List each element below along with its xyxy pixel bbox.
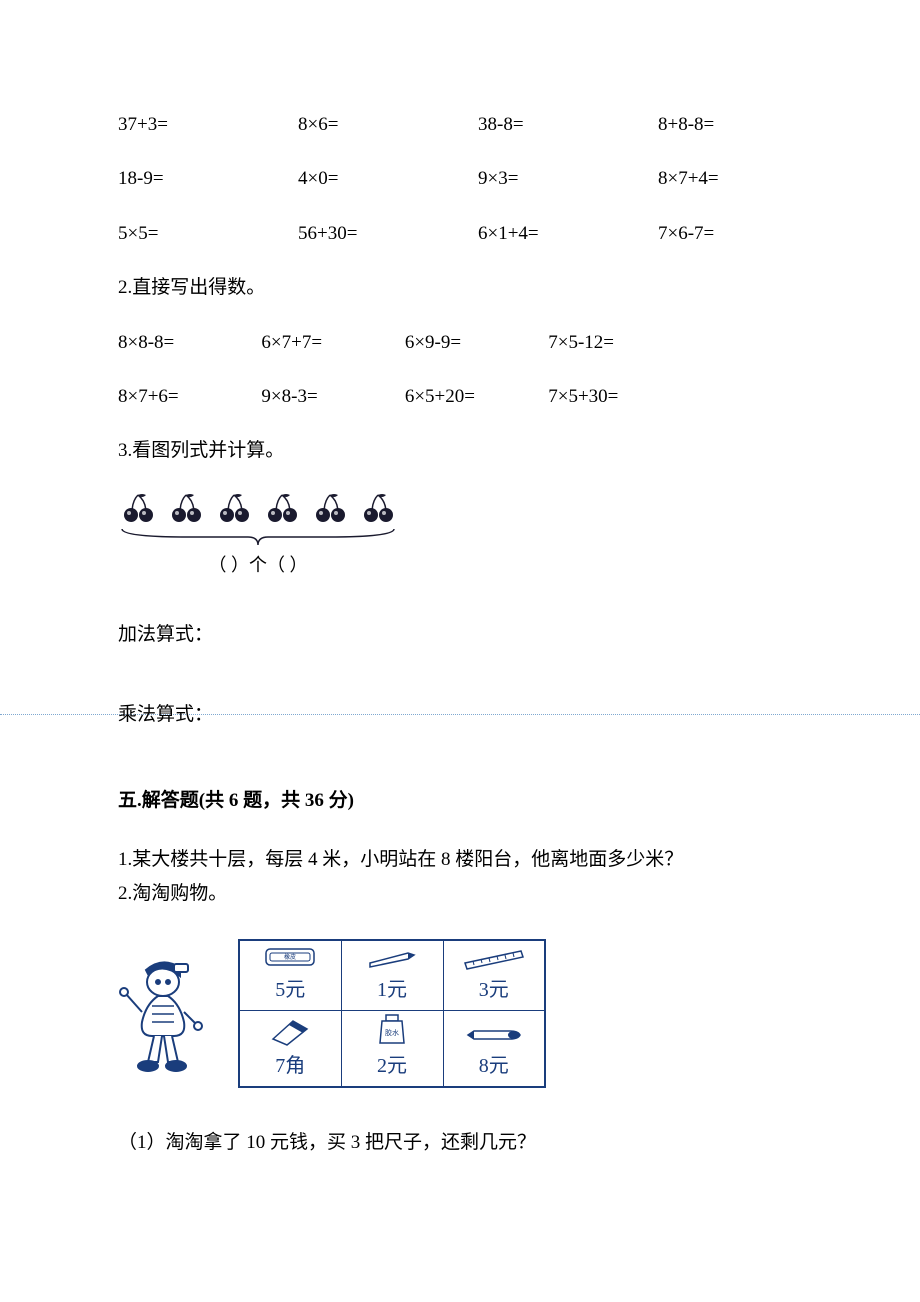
table-cell: 8元 [443, 1010, 545, 1087]
price: 2元 [377, 1055, 407, 1077]
math-expr: 5×5= [118, 219, 298, 249]
math-expr: 6×5+20= [405, 382, 548, 412]
math-expr: 8×8-8= [118, 328, 261, 358]
math-expr: 4×0= [298, 164, 478, 194]
math-expr: 8×7+4= [658, 164, 802, 194]
cherry-group-icon [118, 491, 160, 525]
arithmetic-grid-1: 5×5= 56+30= 6×1+4= 7×6-7= [118, 219, 802, 249]
s5-q2: 2.淘淘购物。 [118, 879, 802, 909]
svg-text:橡皮: 橡皮 [284, 953, 296, 961]
math-expr: 6×9-9= [405, 328, 548, 358]
pen-icon [462, 1019, 526, 1047]
svg-text:胶水: 胶水 [385, 1028, 399, 1037]
math-expr: 37+3= [118, 110, 298, 140]
table-cell: 7角 [239, 1010, 341, 1087]
price: 1元 [377, 979, 407, 1001]
section-5-heading: 五.解答题(共 6 题，共 36 分) [118, 786, 802, 816]
cherry-figure: （ ）个（ ） [118, 491, 802, 580]
cherry-row [118, 491, 802, 525]
eraser-icon [265, 1015, 315, 1047]
s5-q2-sub1: （1）淘淘拿了 10 元钱，买 3 把尺子，还剩几元？ [118, 1128, 802, 1158]
table-cell: 1元 [341, 940, 443, 1010]
math-expr: 8+8-8= [658, 110, 802, 140]
cherry-group-icon [358, 491, 400, 525]
table-cell: 胶水 2元 [341, 1010, 443, 1087]
bracket-label: （ ）个（ ） [118, 551, 398, 580]
price: 3元 [479, 979, 509, 1001]
math-expr: 9×3= [478, 164, 658, 194]
kid-icon [118, 954, 218, 1074]
math-expr: 18-9= [118, 164, 298, 194]
price: 8元 [479, 1055, 509, 1077]
q3-heading: 3.看图列式并计算。 [118, 436, 802, 466]
math-expr: 7×5+30= [548, 382, 691, 412]
cherry-group-icon [310, 491, 352, 525]
q2-heading: 2.直接写出得数。 [118, 273, 802, 303]
dotted-section: 乘法算式： [118, 700, 802, 730]
ruler-icon [459, 943, 529, 971]
table-cell: 3元 [443, 940, 545, 1010]
addition-label: 加法算式： [118, 620, 802, 650]
math-expr: 56+30= [298, 219, 478, 249]
price: 7角 [275, 1055, 305, 1077]
math-expr: 38-8= [478, 110, 658, 140]
bracket [118, 527, 398, 549]
math-expr: 8×7+6= [118, 382, 261, 412]
cherry-group-icon [262, 491, 304, 525]
pencil-icon [362, 943, 422, 971]
math-expr: 6×1+4= [478, 219, 658, 249]
s5-q1: 1.某大楼共十层，每层 4 米，小明站在 8 楼阳台，他离地面多少米？ [118, 845, 802, 875]
price: 5元 [275, 979, 305, 1001]
arithmetic-grid-2: 8×8-8= 6×7+7= 6×9-9= 7×5-12= [118, 328, 802, 358]
arithmetic-grid-2: 8×7+6= 9×8-3= 6×5+20= 7×5+30= [118, 382, 802, 412]
arithmetic-grid-1: 37+3= 8×6= 38-8= 8+8-8= [118, 110, 802, 140]
table-cell: 橡皮 5元 [239, 940, 341, 1010]
price-table: 橡皮 5元 1元 [238, 939, 546, 1088]
arithmetic-grid-1: 18-9= 4×0= 9×3= 8×7+4= [118, 164, 802, 194]
bracket-icon [118, 527, 398, 549]
math-expr: 8×6= [298, 110, 478, 140]
eraser-box-icon: 橡皮 [260, 943, 320, 971]
cherry-group-icon [166, 491, 208, 525]
glue-icon: 胶水 [372, 1011, 412, 1047]
math-expr: 9×8-3= [261, 382, 404, 412]
math-expr: 6×7+7= [261, 328, 404, 358]
shopping-figure: 橡皮 5元 1元 [118, 939, 802, 1088]
math-expr: 7×5-12= [548, 328, 691, 358]
math-expr: 7×6-7= [658, 219, 802, 249]
cherry-group-icon [214, 491, 256, 525]
multiplication-label: 乘法算式： [118, 700, 802, 730]
